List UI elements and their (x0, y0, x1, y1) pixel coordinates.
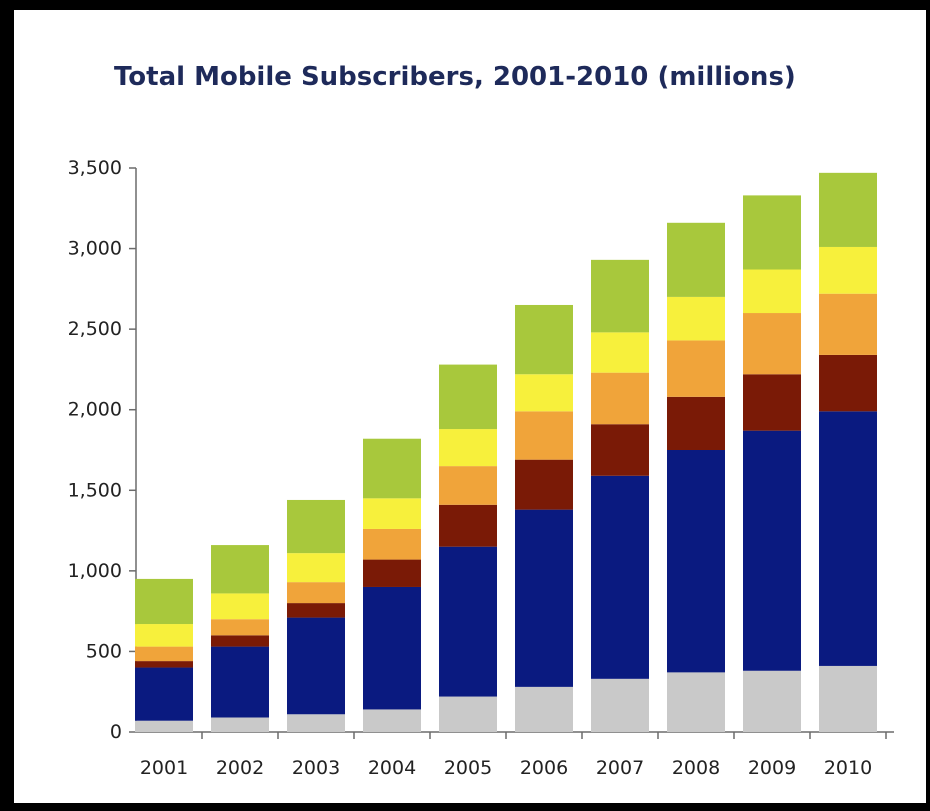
bar-segment (515, 304, 573, 375)
bar-segment (667, 340, 725, 397)
bar-segment (135, 661, 193, 668)
x-tick-label: 2006 (520, 757, 568, 779)
bar-segment (439, 364, 497, 430)
bar-segment (515, 509, 573, 687)
bar-segment (363, 559, 421, 587)
bar-segment (211, 717, 269, 732)
bar-segment (287, 553, 345, 583)
bar-segment (439, 466, 497, 505)
x-tick-label: 2010 (824, 757, 872, 779)
bar-segment (439, 504, 497, 547)
bar-segment (743, 313, 801, 375)
y-tick-label: 0 (110, 721, 122, 743)
bar-segment (667, 296, 725, 341)
chart-title: Total Mobile Subscribers, 2001-2010 (mil… (114, 62, 796, 92)
x-tick-label: 2008 (672, 757, 720, 779)
bar-segment (363, 528, 421, 560)
bar-segment (135, 646, 193, 662)
bar-segment (135, 624, 193, 647)
bar-segment (743, 269, 801, 314)
bar-segment (819, 246, 877, 294)
bar-segment (363, 709, 421, 732)
y-tick-label: 3,500 (68, 157, 122, 179)
bar-segment (819, 293, 877, 355)
bar-segment (287, 603, 345, 618)
bar-segment (135, 578, 193, 625)
bar-segment (439, 696, 497, 732)
bar-segment (591, 678, 649, 732)
bar-segment (363, 498, 421, 529)
bar-segment (591, 372, 649, 425)
x-tick-label: 2004 (368, 757, 416, 779)
bar-segment (743, 430, 801, 671)
x-tick-label: 2007 (596, 757, 644, 779)
bar-segment (211, 619, 269, 636)
bar-segment (667, 450, 725, 673)
bar-segment (591, 259, 649, 333)
y-tick-label: 500 (86, 640, 122, 662)
y-tick-label: 2,500 (68, 318, 122, 340)
bar-segment (667, 396, 725, 450)
y-tick-label: 2,000 (68, 399, 122, 421)
x-tick-label: 2003 (292, 757, 340, 779)
chart-frame: Total Mobile Subscribers, 2001-2010 (mil… (14, 10, 926, 803)
bar-segment (819, 354, 877, 412)
bar-segment (591, 332, 649, 373)
bar-segment (287, 499, 345, 554)
x-tick-label: 2009 (748, 757, 796, 779)
bar-segment (591, 475, 649, 679)
bar-segment (819, 172, 877, 247)
y-axis: 0 500 1,000 1,500 2,000 2,500 3,000 3,500 (68, 157, 137, 743)
bar-segment (591, 424, 649, 476)
bar-segment (439, 429, 497, 467)
bar-segment (211, 635, 269, 647)
y-tick-label: 1,500 (68, 479, 122, 501)
bar-segment (135, 720, 193, 732)
bar-segment (211, 646, 269, 718)
bar-segment (515, 411, 573, 460)
bar-segment (667, 222, 725, 297)
bar-segment (743, 670, 801, 732)
x-tick-label: 2005 (444, 757, 492, 779)
bar-segment (515, 459, 573, 510)
x-axis: 2001 2002 2003 2004 2005 2006 2007 2008 2009 2010 (136, 731, 894, 779)
bar-segment (287, 714, 345, 732)
bar-segment (363, 438, 421, 499)
bar-segment (515, 686, 573, 732)
x-tick-label: 2001 (140, 757, 188, 779)
bar-segment (743, 195, 801, 270)
y-tick-label: 3,000 (68, 238, 122, 260)
x-tick-label: 2002 (216, 757, 264, 779)
bar-segment (515, 374, 573, 412)
bar-segment (363, 586, 421, 710)
bar-segment (667, 672, 725, 732)
bar-segment (819, 411, 877, 666)
bar-segment (211, 545, 269, 594)
bars (135, 172, 877, 732)
bar-segment (287, 582, 345, 604)
bar-segment (743, 374, 801, 431)
bar-segment (439, 546, 497, 697)
bar-segment (287, 617, 345, 715)
bar-segment (819, 665, 877, 732)
bar-segment (211, 593, 269, 620)
bar-segment (135, 667, 193, 721)
y-tick-label: 1,000 (68, 560, 122, 582)
